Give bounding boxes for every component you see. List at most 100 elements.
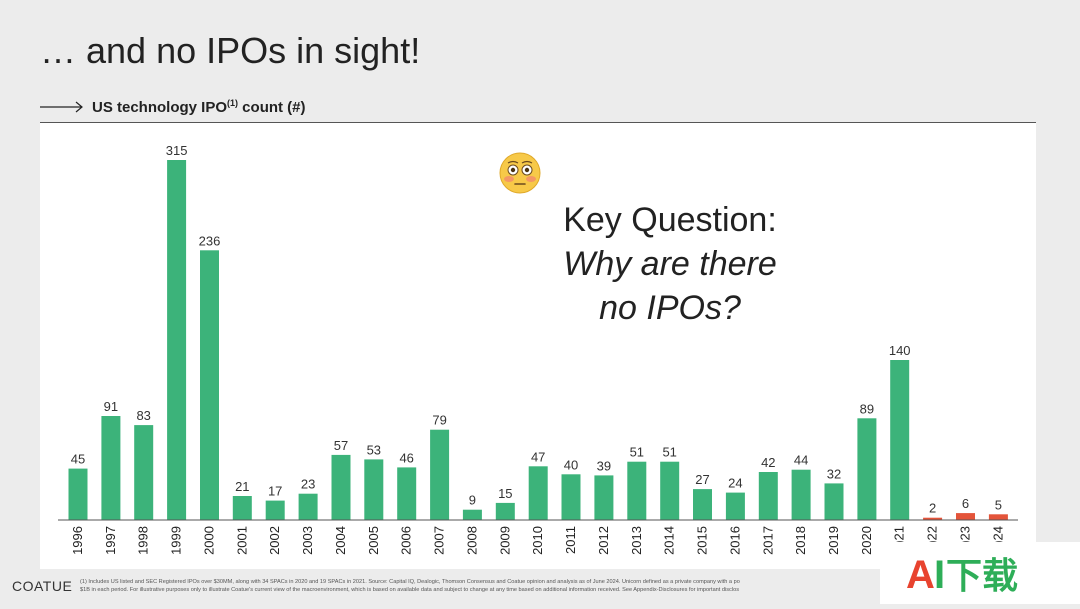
bar-2004 — [331, 454, 351, 520]
bar-2024 — [988, 514, 1008, 520]
data-label-2004: 57 — [334, 438, 348, 453]
data-label-2009: 15 — [498, 486, 512, 501]
ai-download-watermark-icon: A I 下载 — [906, 553, 1018, 597]
svg-text:A: A — [906, 553, 935, 597]
x-tick-label-2000: 2000 — [202, 526, 217, 555]
x-tick-label-2019: 2019 — [826, 526, 841, 555]
x-tick-label-2016: 2016 — [727, 526, 742, 555]
bar-2012 — [594, 475, 614, 520]
x-tick-label-2004: 2004 — [333, 526, 348, 555]
data-label-1999: 315 — [166, 143, 188, 158]
data-label-2021: 140 — [889, 343, 911, 358]
chart-panel: 45 1996 91 1997 83 1998 315 1999 236 2000 21 2001 17… — [40, 123, 1036, 569]
arrow-right-icon — [40, 101, 83, 113]
svg-text:下载: 下载 — [946, 556, 1018, 597]
x-tick-label-2017: 2017 — [760, 526, 775, 555]
bar-2009 — [495, 502, 515, 520]
title-divider — [40, 122, 1036, 123]
key-question-callout: Key Question: Why are there no IPOs? — [540, 198, 800, 330]
footnote-line-1: (1) Includes US listed and SEC Registere… — [80, 579, 740, 585]
x-tick-label-2003: 2003 — [300, 526, 315, 555]
coatue-logo: COATUE — [12, 578, 73, 594]
bar-2023 — [956, 513, 975, 520]
bar-2005 — [364, 459, 384, 520]
bar-1997 — [101, 416, 121, 520]
data-label-2017: 42 — [761, 455, 775, 470]
x-tick-label-1996: 1996 — [70, 526, 85, 555]
x-tick-label-2018: 2018 — [793, 526, 808, 555]
bar-1996 — [68, 468, 88, 520]
bar-2001 — [232, 496, 252, 520]
x-tick-label-2008: 2008 — [464, 526, 479, 555]
x-tick-label-2011: 2011 — [563, 526, 578, 554]
data-label-2015: 27 — [695, 472, 709, 487]
x-tick-label-2007: 2007 — [432, 526, 447, 555]
x-tick-label-2023: )23 — [958, 526, 973, 545]
subtitle-footnote-marker: (1) — [227, 98, 239, 108]
footnote: (1) Includes US listed and SEC Registere… — [80, 578, 880, 594]
data-label-2010: 47 — [531, 449, 545, 464]
bar-2003 — [298, 493, 318, 520]
bar-2017 — [758, 472, 778, 520]
key-question-heading: Key Question: — [563, 201, 777, 239]
footnote-line-2: $1B in each period. For illustrative pur… — [80, 587, 740, 593]
data-label-2001: 21 — [235, 479, 249, 494]
svg-text:I: I — [934, 553, 945, 597]
data-label-1998: 83 — [136, 408, 150, 423]
data-label-2014: 51 — [662, 445, 676, 460]
data-label-2008: 9 — [469, 493, 476, 508]
bar-2007 — [430, 429, 450, 520]
data-label-2020: 89 — [860, 401, 874, 416]
bar-1998 — [134, 425, 154, 520]
data-label-2022: 2 — [929, 501, 936, 516]
x-tick-label-2005: 2005 — [366, 526, 381, 555]
data-label-1996: 45 — [71, 452, 85, 467]
data-label-2013: 51 — [630, 445, 644, 460]
x-tick-label-1998: 1998 — [136, 526, 151, 555]
slide-title: … and no IPOs in sight! — [40, 30, 421, 71]
data-label-2012: 39 — [597, 458, 611, 473]
data-label-2002: 17 — [268, 484, 282, 499]
key-question-line-2: Why are there — [563, 245, 777, 283]
x-tick-label-2010: 2010 — [530, 526, 545, 555]
data-label-2000: 236 — [199, 233, 221, 248]
subtitle-main: US technology IPO — [92, 99, 228, 116]
bar-1999 — [167, 160, 187, 520]
data-label-1997: 91 — [104, 399, 118, 414]
x-tick-label-2022: )22 — [925, 526, 940, 545]
data-label-2024: 5 — [995, 497, 1002, 512]
x-tick-label-2006: 2006 — [399, 526, 414, 555]
x-tick-label-2001: 2001 — [234, 526, 249, 555]
x-tick-label-2020: 2020 — [859, 526, 874, 555]
x-tick-label-2021: )21 — [892, 526, 907, 545]
watermark-logo: A I 下载 — [880, 542, 1080, 604]
bar-2013 — [627, 461, 647, 520]
x-tick-label-2002: 2002 — [267, 526, 282, 555]
bar-2010 — [528, 466, 548, 520]
chart-subtitle: US technology IPO(1) count (#) — [40, 98, 306, 116]
flushed-face-icon — [499, 152, 541, 194]
bar-2002 — [265, 500, 285, 520]
bar-2019 — [824, 483, 844, 520]
bar-2021 — [890, 360, 910, 520]
x-tick-label-2013: 2013 — [629, 526, 644, 555]
x-tick-label-2014: 2014 — [662, 526, 677, 555]
chart-subtitle-text: US technology IPO(1) count (#) — [92, 98, 306, 116]
subtitle-end: count (#) — [238, 99, 306, 116]
data-label-2005: 53 — [367, 442, 381, 457]
x-tick-label-1999: 1999 — [169, 526, 184, 555]
ipo-bar-chart: 4519969119978319983151999236200021200117… — [58, 143, 1018, 555]
bar-2016 — [725, 492, 745, 520]
bar-2011 — [561, 474, 581, 520]
bar-2022 — [923, 517, 943, 520]
data-label-2011: 40 — [564, 457, 578, 472]
data-label-2007: 79 — [432, 413, 446, 428]
data-label-2023: 6 — [962, 496, 969, 511]
bar-2020 — [857, 418, 877, 520]
data-label-2019: 32 — [827, 466, 841, 481]
bar-2018 — [791, 469, 811, 520]
x-tick-label-2015: 2015 — [695, 526, 710, 555]
x-tick-label-2009: 2009 — [497, 526, 512, 555]
data-label-2018: 44 — [794, 453, 808, 468]
key-question-line-3: no IPOs? — [599, 289, 741, 327]
